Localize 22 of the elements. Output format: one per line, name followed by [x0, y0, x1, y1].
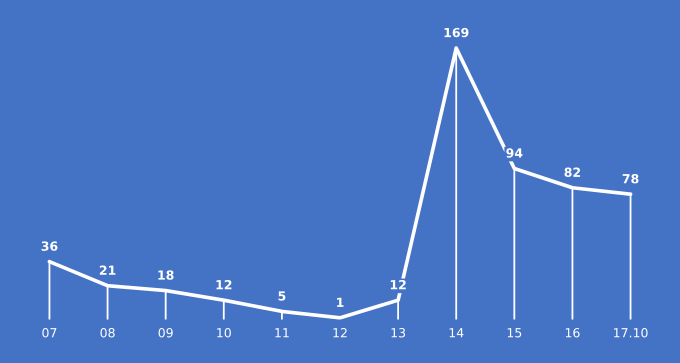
x-tick-label: 15	[508, 328, 522, 338]
x-tick-label: 16	[566, 328, 580, 338]
data-label: 82	[564, 168, 580, 177]
data-label: 12	[216, 280, 232, 290]
x-tick-label: 09	[158, 328, 173, 338]
x-tick-label: 07	[42, 328, 56, 338]
data-label: 1	[337, 298, 344, 307]
x-tick-label: 10	[217, 328, 231, 338]
x-tick-label: 13	[392, 328, 406, 338]
x-tick-label: 17.10	[614, 328, 648, 338]
data-label: 18	[158, 270, 174, 280]
data-label: 21	[100, 266, 116, 275]
x-tick-label: 12	[333, 328, 347, 338]
x-tick-label: 11	[275, 328, 289, 338]
data-label: 12	[390, 280, 406, 290]
x-tick-label: 08	[100, 328, 115, 338]
data-label: 36	[42, 241, 58, 251]
data-label: 94	[506, 148, 522, 158]
x-tick-label: 14	[450, 328, 464, 338]
data-label: 5	[278, 291, 286, 301]
data-label: 169	[444, 28, 468, 38]
data-label: 78	[622, 174, 638, 184]
